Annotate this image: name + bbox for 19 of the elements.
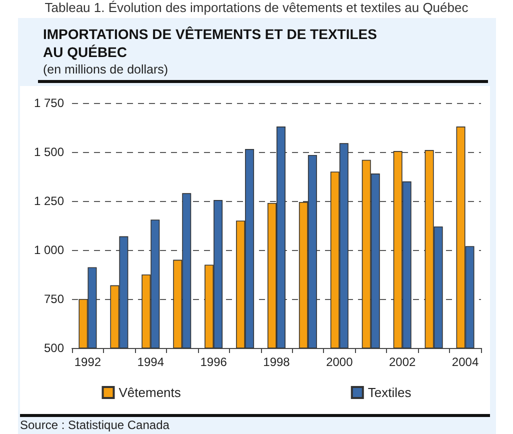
legend-label: Textiles [368, 385, 412, 400]
source-note: Source : Statistique Canada [20, 418, 170, 432]
y-tick-label: 1 750 [34, 96, 64, 110]
x-tick-label: 2000 [326, 355, 354, 369]
legend-label: Vêtements [118, 385, 182, 400]
chart-subtitle: (en millions de dollars) [43, 62, 168, 76]
x-tick-label: 1998 [263, 355, 290, 369]
chart-title: IMPORTATIONS DE VÊTEMENTS ET DE TEXTILES AU QUÉBEC [43, 26, 377, 60]
x-tick-label: 1994 [137, 355, 164, 369]
x-tick-label: 2002 [388, 355, 416, 369]
y-tick-label: 1 000 [34, 243, 64, 257]
x-tick-label: 1996 [200, 355, 228, 369]
text: Tableau 1. Évolution des importations de vêtements et textiles au Québec [44, 0, 470, 15]
y-tick-label: 1 250 [34, 194, 64, 208]
x-tick-label: 1992 [74, 355, 102, 369]
x-tick-label: 2004 [452, 355, 479, 369]
y-tick-label: 1 500 [34, 145, 64, 159]
y-tick-label: 750 [44, 292, 64, 306]
y-tick-label: 500 [44, 341, 64, 355]
